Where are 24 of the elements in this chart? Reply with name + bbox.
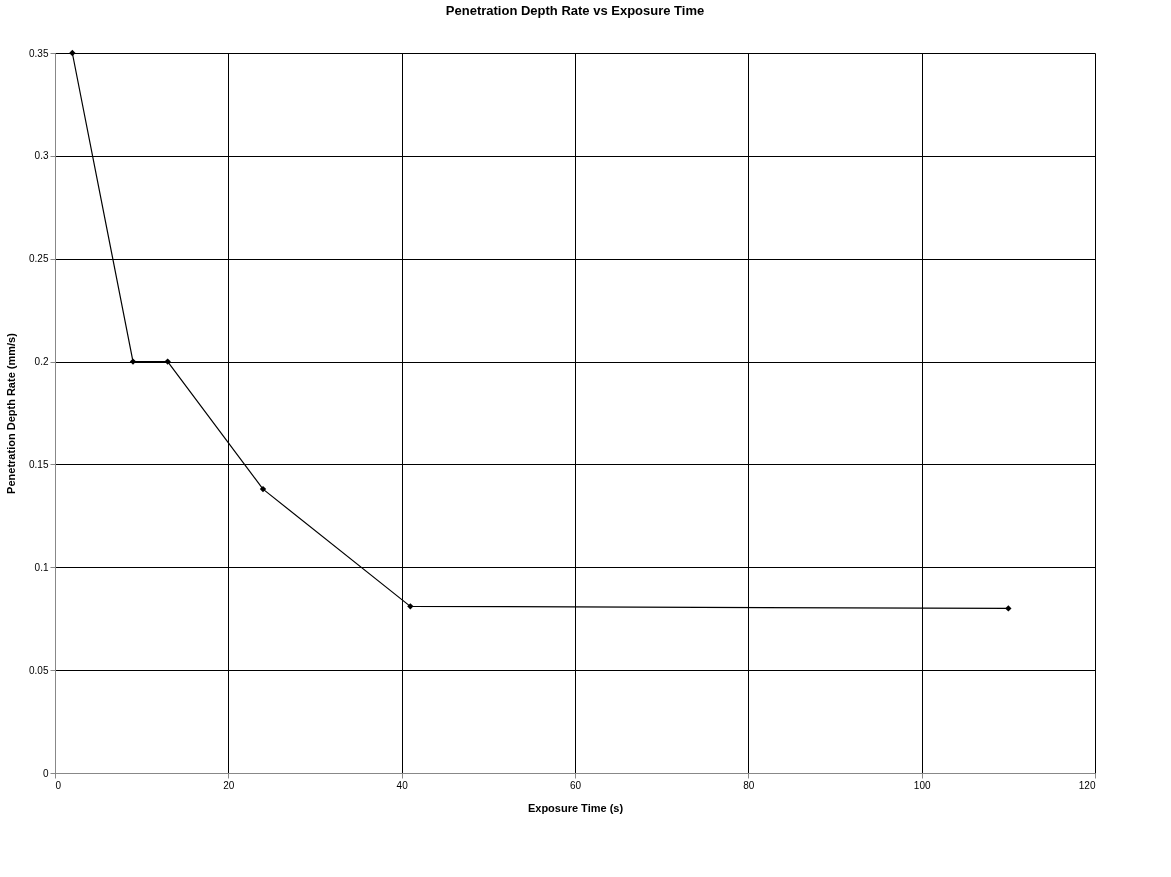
y-tick-label: 0.1 [34, 561, 49, 573]
x-tick-label: 100 [913, 779, 931, 791]
point [407, 603, 414, 610]
y-tick-label: 0.2 [34, 356, 49, 368]
y-axis-title: Penetration Depth Rate (mm/s) [5, 332, 18, 494]
x-axis-title: Exposure Time (s) [527, 801, 624, 814]
point [164, 358, 171, 365]
point [69, 49, 76, 57]
y-tick-label: 0 [42, 767, 49, 779]
point [259, 485, 267, 493]
y-tick-label: 0.15 [29, 458, 49, 470]
x-tick-label: 20 [223, 779, 235, 791]
y-tick-label: 0.05 [29, 664, 49, 676]
y-tick-label: 0.3 [34, 150, 49, 162]
x-tick-label: 0 [55, 779, 62, 791]
y-tick-label: 0.35 [29, 47, 49, 59]
x-tick-label: 40 [396, 779, 409, 791]
x-tick-label: 80 [743, 779, 755, 791]
x-tick-label: 60 [569, 779, 582, 791]
x-tick-label: 120 [1078, 779, 1096, 791]
point [129, 358, 137, 365]
point [1005, 605, 1012, 612]
y-tick-label: 0.25 [29, 253, 49, 265]
chart-title: Penetration Depth Rate vs Exposure Time [445, 3, 705, 18]
